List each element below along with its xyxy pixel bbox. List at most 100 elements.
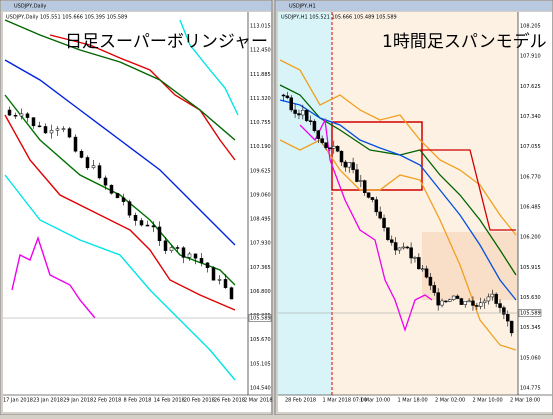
candle [335,146,340,152]
candle [382,217,386,228]
candle [351,162,355,170]
candle [312,121,317,131]
candle [498,303,502,308]
candle [324,142,328,148]
candle [393,242,398,251]
price-label: 105.670 [250,337,271,343]
candle [432,285,437,293]
candle [374,199,379,213]
candle [49,129,54,134]
candle [409,247,413,259]
price-label: 108.495 [250,217,271,223]
price-label: 107.625 [520,84,541,90]
price-label: 105.915 [520,265,541,271]
candle [281,94,286,97]
candle [332,146,336,149]
candle [115,193,120,199]
chikou [11,235,96,319]
price-label: 111.885 [250,72,271,78]
span-cloud [422,232,518,300]
candle [55,128,60,131]
price-label: 107.930 [250,241,271,247]
session-band [278,12,332,395]
candle [297,113,301,116]
candle [451,295,456,300]
right-title-bar [276,1,552,11]
price-label: 106.200 [520,235,541,241]
candle [289,97,293,111]
price-label: 106.800 [250,289,271,295]
candle [482,300,487,304]
date-label: 23 Jan 2018 [33,398,63,404]
date-label: 28 Feb 2018 [285,398,316,404]
candle [61,128,66,130]
candle [127,201,132,216]
date-label: 1 Mar 10:00 [360,398,390,404]
candle [229,287,234,300]
candle [187,253,192,258]
candle [455,295,460,299]
chikou [299,117,433,333]
candle [436,292,440,306]
price-label: 110.755 [250,120,271,126]
date-label: 20 Feb 2018 [184,398,215,404]
price-label: 105.345 [520,325,541,331]
candle [7,109,12,116]
price-label: 104.775 [520,386,541,392]
candle [37,125,42,128]
price-label: 110.190 [250,144,271,150]
candle [397,247,402,251]
candle [440,300,444,306]
date-label: 1 Mar 18:00 [398,398,428,404]
date-label: 2 Mar 2018 [244,398,273,404]
band [279,84,517,276]
right-overlay: 1時間足スパンモデル [382,31,547,52]
candle [490,293,495,298]
candle [359,180,363,182]
date-label: 2 Mar 10:00 [473,398,503,404]
span [420,149,516,231]
candle [25,113,30,118]
candle [97,165,102,179]
date-label: 26 Feb 2018 [214,398,245,404]
candle [390,239,394,243]
price-label: 107.910 [520,54,541,60]
candle [301,109,305,116]
band [4,19,236,141]
band [4,114,236,311]
candle [405,246,409,249]
candle [139,220,144,226]
candle [211,267,216,281]
price-label: 112.450 [250,48,271,54]
right-info: USDJPY,H1 105.521 105.666 105.489 105.58… [281,15,397,21]
candle [506,314,510,322]
date-label: 1 Mar 2018 07:00 [323,398,368,404]
price-label: 107.340 [520,114,541,120]
candle [347,162,351,168]
price-label: 108.205 [520,24,541,30]
candle [448,299,452,302]
price-label: 105.105 [250,361,271,367]
candle [19,113,24,117]
candle [343,161,348,168]
candle [428,276,433,286]
candle [169,247,174,251]
candle [293,109,297,114]
candle [366,192,371,198]
candle [486,296,491,302]
candle [285,95,290,98]
date-label: 2 Feb 2018 [93,398,121,404]
date-label: 14 Feb 2018 [154,398,185,404]
candle [308,120,313,122]
candle [502,307,506,315]
candle [401,246,406,249]
band [4,59,236,246]
candle [85,157,90,169]
candle [181,247,186,258]
candle [320,138,324,143]
price-label: 106.485 [520,205,541,211]
left-window-title: USDJPY,Daily [14,4,46,10]
candle [420,268,425,271]
candle [328,147,332,149]
